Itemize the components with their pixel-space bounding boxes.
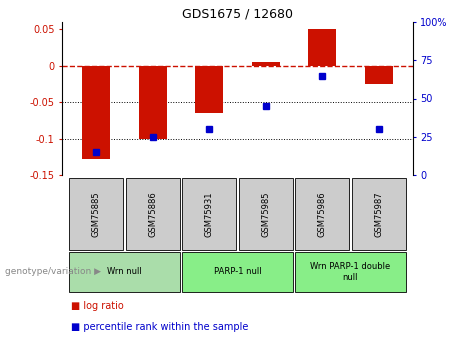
Text: GSM75885: GSM75885 xyxy=(92,191,100,237)
Bar xyxy=(195,66,223,113)
Bar xyxy=(69,178,123,250)
Text: GSM75931: GSM75931 xyxy=(205,191,213,237)
Bar xyxy=(238,178,293,250)
Bar xyxy=(69,252,180,292)
Bar xyxy=(125,178,180,250)
Title: GDS1675 / 12680: GDS1675 / 12680 xyxy=(182,8,293,21)
Bar xyxy=(182,252,293,292)
Text: GSM75986: GSM75986 xyxy=(318,191,327,237)
Text: ■ log ratio: ■ log ratio xyxy=(71,301,124,311)
Bar xyxy=(365,66,393,84)
Bar xyxy=(182,178,236,250)
Bar xyxy=(295,252,406,292)
Bar xyxy=(295,178,349,250)
Text: Wrn PARP-1 double
null: Wrn PARP-1 double null xyxy=(310,262,390,282)
Bar xyxy=(138,66,167,139)
Text: Wrn null: Wrn null xyxy=(107,267,142,276)
Bar xyxy=(82,66,110,159)
Bar xyxy=(308,29,337,66)
Text: GSM75987: GSM75987 xyxy=(374,191,383,237)
Text: GSM75985: GSM75985 xyxy=(261,191,270,237)
Text: ■ percentile rank within the sample: ■ percentile rank within the sample xyxy=(71,322,249,332)
Bar xyxy=(352,178,406,250)
Bar xyxy=(252,62,280,66)
Text: PARP-1 null: PARP-1 null xyxy=(213,267,261,276)
Text: genotype/variation ▶: genotype/variation ▶ xyxy=(5,267,100,276)
Text: GSM75886: GSM75886 xyxy=(148,191,157,237)
